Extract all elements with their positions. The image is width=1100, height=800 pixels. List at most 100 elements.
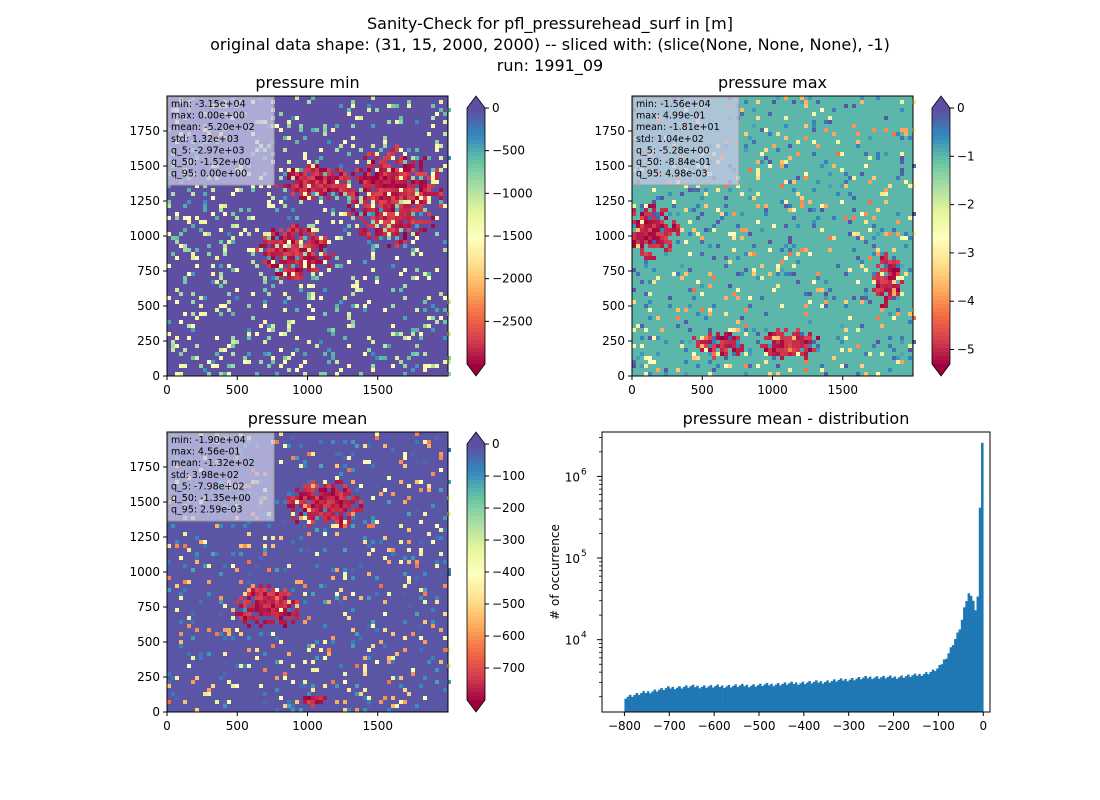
histogram-bar: [898, 677, 901, 712]
colorbar-segment: [467, 492, 485, 497]
histogram-bar: [680, 688, 684, 712]
y-tick-label: 1750: [129, 460, 160, 474]
histogram-bar: [866, 678, 870, 712]
colorbar-segment: [467, 648, 485, 653]
x-tick-label: −600: [698, 719, 731, 733]
y-tick-label: 250: [137, 670, 160, 684]
x-tick-label: 0: [979, 719, 987, 733]
histogram-bar: [756, 685, 760, 712]
colorbar-segment: [932, 344, 950, 349]
histogram-bar: [664, 688, 668, 712]
colorbar-segment: [467, 344, 485, 349]
x-tick-label: 0: [163, 383, 171, 397]
x-tick-label: −200: [877, 719, 910, 733]
colorbar-extend-top: [932, 96, 950, 108]
histogram-bar: [797, 684, 800, 712]
histogram-bar: [723, 687, 726, 712]
colorbar-segment: [932, 352, 950, 357]
y-tick-label: 1750: [129, 124, 160, 138]
histogram-bar: [828, 682, 832, 712]
histogram-bar: [631, 696, 634, 712]
colorbar-segment: [932, 212, 950, 217]
colorbar-tick-label: −2000: [492, 272, 533, 286]
histogram-bar: [725, 686, 728, 712]
histogram-bar: [954, 638, 957, 712]
colorbar-segment: [467, 592, 485, 597]
histogram-bar: [833, 679, 836, 712]
colorbar-segment: [467, 628, 485, 633]
histogram-bar: [689, 686, 693, 712]
colorbar-segment: [932, 116, 950, 121]
x-tick-label: 500: [226, 719, 249, 733]
colorbar-tick-label: 0: [957, 101, 965, 115]
histogram-bar: [837, 679, 841, 712]
x-tick-label: 500: [691, 383, 714, 397]
y-tick-label: 1000: [129, 565, 160, 579]
histogram-bar: [963, 607, 966, 712]
stats-line: min: -1.56e+04: [636, 99, 711, 110]
colorbar-segment: [932, 320, 950, 325]
histogram-bar: [729, 687, 733, 712]
colorbar-segment: [932, 236, 950, 241]
colorbar-segment: [467, 132, 485, 137]
y-tick-label: 250: [137, 334, 160, 348]
colorbar-segment: [932, 300, 950, 305]
colorbar-segment: [932, 156, 950, 161]
histogram-bar: [924, 672, 928, 712]
stats-line: min: -1.90e+04: [171, 435, 246, 446]
histogram-bar: [770, 683, 773, 712]
histogram-bar: [949, 647, 953, 712]
x-tick-label: −700: [653, 719, 686, 733]
stats-line: q_5: -7.98e+02: [171, 481, 245, 492]
colorbar-segment: [932, 272, 950, 277]
y-axis-label: # of occurrence: [548, 524, 562, 620]
x-tick-label: 0: [628, 383, 636, 397]
colorbar-segment: [932, 220, 950, 225]
colorbar-segment: [467, 660, 485, 665]
colorbar-segment: [467, 136, 485, 141]
histogram-bar: [819, 681, 823, 712]
histogram-bar: [707, 686, 710, 712]
y-tick-label: 0: [152, 369, 160, 383]
heatmap-panel-1: pressure max 0 500 1000 1500 0 250 500 750 1000 12…: [594, 73, 974, 397]
histogram-bar: [891, 677, 894, 712]
histogram-bar: [658, 689, 661, 712]
y-tick-exponent: 4: [581, 631, 587, 641]
colorbar-segment: [467, 288, 485, 293]
histogram-bar: [651, 691, 654, 712]
histogram-bar: [801, 681, 805, 712]
colorbar-segment: [467, 324, 485, 329]
colorbar-segment: [932, 224, 950, 229]
histogram-bar: [853, 680, 856, 712]
histogram-bar: [871, 679, 874, 712]
histogram-bar: [718, 687, 722, 712]
colorbar-tick-label: −500: [492, 144, 525, 158]
histogram-bar: [653, 689, 657, 712]
histogram-bar: [965, 601, 968, 712]
colorbar-segment: [467, 476, 485, 481]
colorbar-segment: [467, 264, 485, 269]
colorbar-segment: [467, 260, 485, 265]
stats-line: q_5: -5.28e+00: [636, 145, 710, 156]
panel-title: pressure max: [718, 73, 827, 92]
histogram-bar: [806, 682, 809, 712]
colorbar-segment: [467, 172, 485, 177]
colorbar-extend-bottom: [467, 364, 485, 376]
colorbar-segment: [932, 280, 950, 285]
colorbar-extend-bottom: [932, 364, 950, 376]
stats-line: max: 4.56e-01: [171, 447, 240, 458]
histogram-bar: [633, 694, 636, 712]
histogram-bar: [882, 675, 885, 712]
colorbar-segment: [467, 312, 485, 317]
colorbar-segment: [467, 480, 485, 485]
colorbar-segment: [932, 136, 950, 141]
colorbar-extend-top: [467, 96, 485, 108]
stats-line: std: 1.32e+03: [171, 134, 239, 145]
x-tick-label: 0: [163, 719, 171, 733]
histogram-bar: [945, 658, 948, 712]
stats-line: min: -3.15e+04: [171, 99, 246, 110]
histogram-bar: [846, 681, 850, 712]
histogram-bar: [893, 676, 897, 712]
histogram-bar: [918, 673, 921, 712]
